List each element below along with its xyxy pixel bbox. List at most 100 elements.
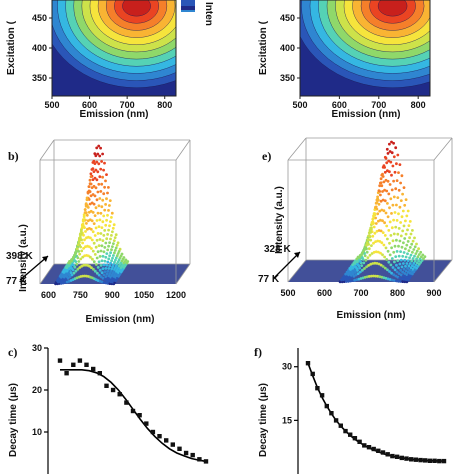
panel-a-contour-map <box>52 0 176 96</box>
panel-b-spectrum-point <box>91 211 95 214</box>
panel-b-spectrum-point <box>80 226 84 230</box>
panel-e-spectrum-point <box>372 217 375 220</box>
panel-e-spectrum-point <box>371 262 375 265</box>
panel-b-spectrum-point <box>112 239 116 243</box>
panel-e-spectrum-point <box>401 270 405 274</box>
panel-b-spectrum-point <box>98 218 102 222</box>
panel-e-spectrum-point <box>379 177 383 181</box>
panel-e-spectrum-point <box>410 269 414 273</box>
panel-b-spectrum-point <box>111 265 114 269</box>
panel-b-spectrum-point <box>92 222 96 226</box>
panel-e-spectrum-point <box>365 265 368 269</box>
panel-b-spectrum-point <box>102 273 106 277</box>
panel-e-spectrum-point <box>379 263 383 267</box>
panel-e-spectrum-point <box>408 220 412 223</box>
panel-e-spectrum-point <box>413 254 416 258</box>
panel-e-spectrum-point <box>399 250 402 254</box>
panel-e-spectrum-point <box>413 236 416 240</box>
panel-b-spectrum-point <box>90 168 94 171</box>
panel-b-spectrum-point <box>109 251 112 255</box>
panel-e-spectrum-point <box>382 180 386 184</box>
panel-b-spectrum-point <box>104 255 108 259</box>
panel-f-point <box>371 446 376 452</box>
panel-e-spectrum-point <box>391 239 395 243</box>
panel-e-spectrum-point <box>397 227 401 230</box>
panel-b-spectrum-point <box>103 185 106 189</box>
panel-e-spectrum-point <box>367 264 370 267</box>
panel-b-temp-high: 398 K <box>6 251 33 262</box>
panel-e-spectrum-point <box>404 219 407 223</box>
panel-a-x-tick-label: 700 <box>120 100 135 110</box>
panel-e-spectrum-point <box>394 255 398 258</box>
panel-e-temp-high: 328 K <box>264 244 291 255</box>
panel-e-spectrum-point <box>400 277 404 281</box>
panel-e-spectrum-point <box>398 239 402 243</box>
panel-b-spectrum-point <box>72 255 75 259</box>
panel-e-spectrum-point <box>410 259 414 263</box>
panel-e-spectrum-point <box>383 255 386 259</box>
panel-e-spectrum-point <box>390 278 394 282</box>
panel-e-spectrum-point <box>404 269 408 273</box>
panel-e-box-edge <box>287 137 307 161</box>
panel-b-spectrum-point <box>88 178 92 182</box>
panel-e-spectrum-point <box>367 247 371 251</box>
panel-d-y-tick-label: 450 <box>280 13 295 23</box>
panel-e-spectrum-point <box>393 279 396 282</box>
panel-c-point <box>190 452 195 458</box>
panel-d-x-tick-label: 800 <box>411 100 426 110</box>
panel-e-spectrum-point <box>415 257 418 261</box>
panel-f-y-tick-label: 30 <box>282 362 292 372</box>
panel-e-letter: e) <box>262 149 271 163</box>
panel-b-spectrum-point <box>85 222 88 225</box>
panel-e-spectrum-point <box>383 170 387 174</box>
panel-e-spectrum-point <box>388 170 391 174</box>
panel-b-spectrum-point <box>91 257 94 261</box>
panel-b-spectrum-point <box>91 161 95 164</box>
panel-b-spectrum-point <box>100 259 104 263</box>
panel-e-spectrum-point <box>413 265 416 269</box>
panel-b-spectrum-point <box>98 268 102 272</box>
panel-b-spectrum-point <box>93 234 97 237</box>
panel-e-spectrum-point <box>382 209 386 213</box>
panel-d: 500 600 700 800 350 400 450 Emission (nm) Exci… <box>258 0 431 120</box>
panel-e-spectrum-point <box>384 276 388 280</box>
panel-b-spectrum-point <box>102 263 106 267</box>
panel-b-spectrum-point <box>114 258 117 262</box>
panel-e-spectrum-point <box>381 190 384 193</box>
panel-e-spectrum-point <box>392 155 396 159</box>
panel-b-spectrum-point <box>75 247 79 251</box>
panel-e-spectrum-point <box>402 277 406 281</box>
panel-a-colorbar <box>181 0 195 12</box>
panel-e-spectrum-point <box>397 212 400 216</box>
panel-b-spectrum-point <box>106 260 110 264</box>
panel-e-spectrum-point <box>390 226 394 230</box>
panel-b-spectrum-point <box>113 251 116 255</box>
panel-b-spectrum-point <box>100 271 104 275</box>
panel-b-spectrum-point <box>95 238 99 242</box>
panel-e-spectrum-point <box>374 216 377 220</box>
panel-b-spectrum-point <box>107 267 111 270</box>
panel-e-spectrum-point <box>403 237 407 240</box>
panel-b-spectrum-point <box>117 250 121 253</box>
panel-b-spectrum-point <box>78 235 82 239</box>
panel-b-spectrum-point <box>95 271 99 275</box>
panel-d-ticks: 500 600 700 800 350 400 450 <box>280 13 426 110</box>
panel-b-spectrum-point <box>105 252 109 256</box>
panel-e-spectrum-point <box>407 224 411 228</box>
panel-b-spectrum-point <box>90 247 93 250</box>
panel-e-x-tick-label: 500 <box>280 288 295 298</box>
panel-f-point <box>437 458 442 464</box>
panel-f-points <box>305 361 447 464</box>
panel-b-spectrum-point <box>95 256 99 260</box>
panel-e-spectrum-point <box>401 280 405 283</box>
panel-b-spectrum-point <box>79 232 83 236</box>
panel-e-spectrum-point <box>390 173 393 177</box>
panel-b-spectrum-point <box>70 258 73 262</box>
panel-e-spectrum-point <box>408 276 412 280</box>
panel-e-spectrum-point <box>377 202 381 206</box>
panel-b-spectrum-point <box>108 264 112 268</box>
panel-e-spectrum-point <box>370 226 373 230</box>
panel-e-spectrum-point <box>369 238 373 242</box>
panel-e-spectrum-point <box>408 256 411 260</box>
panel-a-contour-level <box>122 0 151 17</box>
